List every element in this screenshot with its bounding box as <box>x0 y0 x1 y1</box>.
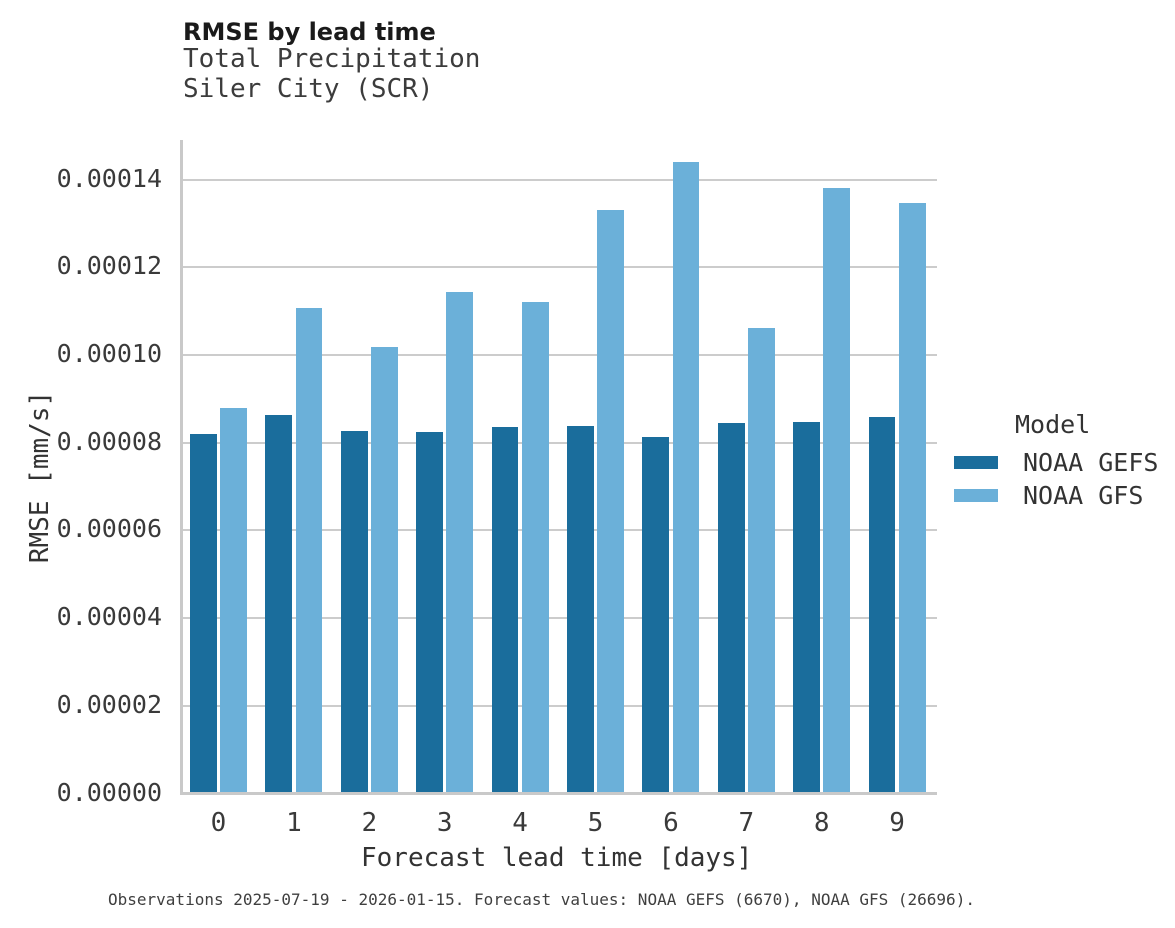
bar-noaa-gfs-lead2 <box>371 346 398 792</box>
x-tick-label: 8 <box>813 808 830 838</box>
bar-noaa-gfs-lead6 <box>672 161 700 792</box>
x-tick-label: 0 <box>210 808 227 838</box>
bar-noaa-gefs-lead8 <box>793 422 820 792</box>
y-tick-label: 0.00008 <box>56 426 162 456</box>
bar-noaa-gefs-lead9 <box>868 416 896 792</box>
y-tick-label: 0.00012 <box>56 251 162 281</box>
x-tick-label: 5 <box>587 808 604 838</box>
bar-noaa-gfs-lead4 <box>521 301 549 792</box>
bar-noaa-gefs-lead4 <box>491 426 519 792</box>
bar-noaa-gefs-lead6 <box>642 436 670 792</box>
y-tick-label: 0.00010 <box>56 338 162 368</box>
legend-swatch-gefs-icon <box>954 456 998 469</box>
y-gridline <box>180 529 937 532</box>
x-tick-label: 2 <box>361 808 378 838</box>
bar-noaa-gfs-lead1 <box>295 307 323 792</box>
y-gridline <box>180 178 937 181</box>
y-tick-label: 0.00002 <box>56 689 162 719</box>
bar-noaa-gefs-lead1 <box>265 415 293 792</box>
y-gridline <box>180 617 937 620</box>
x-tick-label: 1 <box>286 808 302 838</box>
bar-noaa-gefs-lead3 <box>416 432 443 792</box>
bar-noaa-gefs-lead0 <box>190 433 217 792</box>
bar-noaa-gefs-lead7 <box>717 422 745 792</box>
bar-noaa-gfs-lead8 <box>823 187 851 792</box>
y-gridline <box>180 266 937 269</box>
y-tick-label: 0.00000 <box>56 777 162 807</box>
chart-caption: Observations 2025-07-19 - 2026-01-15. Fo… <box>108 890 975 909</box>
chart-title: RMSE by lead time <box>183 18 436 46</box>
bar-noaa-gfs-lead5 <box>597 210 624 792</box>
x-tick-label: 4 <box>512 808 528 838</box>
x-axis-label: Forecast lead time [days] <box>361 843 753 873</box>
bar-noaa-gefs-lead2 <box>340 430 368 792</box>
x-axis-spine <box>180 792 937 795</box>
bar-noaa-gefs-lead5 <box>567 426 594 792</box>
y-tick-label: 0.00006 <box>56 514 162 544</box>
x-tick-label: 9 <box>889 808 905 838</box>
legend-swatch-gfs-icon <box>954 489 998 502</box>
bar-noaa-gfs-lead9 <box>898 202 926 792</box>
chart-subtitle-variable: Total Precipitation <box>183 44 481 74</box>
legend-label-gfs: NOAA GFS <box>1023 481 1144 510</box>
y-gridline <box>180 704 937 707</box>
legend-label-gefs: NOAA GEFS <box>1023 448 1159 477</box>
y-gridline <box>180 353 937 356</box>
chart-subtitle-location: Siler City (SCR) <box>183 74 434 104</box>
x-tick-label: 6 <box>663 808 679 838</box>
y-tick-label: 0.00014 <box>56 163 162 193</box>
x-tick-label: 3 <box>436 808 453 838</box>
y-axis-label: RMSE [mm/s] <box>25 390 55 564</box>
bar-noaa-gfs-lead3 <box>446 292 474 792</box>
y-tick-label: 0.00004 <box>56 602 162 632</box>
y-gridline <box>180 441 937 444</box>
legend-title: Model <box>1015 410 1091 439</box>
bar-noaa-gfs-lead7 <box>748 328 775 792</box>
y-axis-spine <box>180 140 183 795</box>
bar-noaa-gfs-lead0 <box>220 408 247 792</box>
x-tick-label: 7 <box>738 808 755 838</box>
